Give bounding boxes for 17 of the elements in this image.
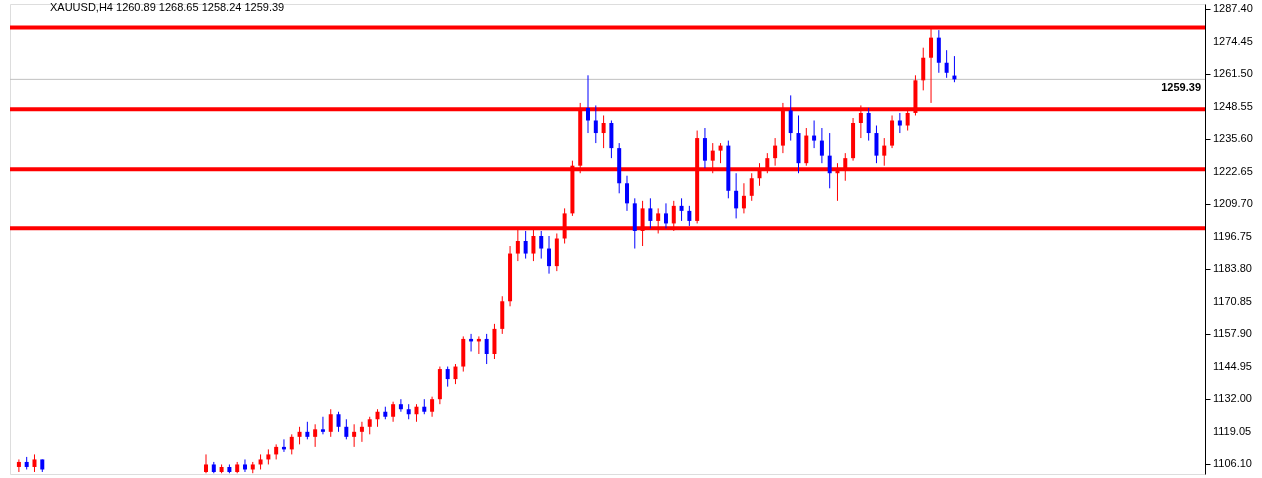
ref-line-label: 1259.39 (1161, 81, 1201, 94)
y-tick-label: 1183.80 (1213, 262, 1252, 275)
y-tick-label: 1209.70 (1213, 197, 1253, 210)
y-tick-label: 1132.00 (1213, 392, 1252, 405)
y-tick-label: 1287.40 (1213, 2, 1253, 15)
y-tick-label: 1170.85 (1213, 294, 1252, 307)
y-tick-label: 1196.75 (1213, 229, 1252, 242)
y-tick-label: 1235.60 (1213, 132, 1253, 145)
y-tick-label: 1106.10 (1213, 457, 1252, 470)
chart-title: XAUUSD,H4 1260.89 1268.65 1258.24 1259.39 (50, 1, 285, 13)
y-tick-label: 1144.95 (1213, 359, 1252, 372)
y-tick-label: 1274.45 (1213, 34, 1253, 47)
y-tick-label: 1222.65 (1213, 164, 1253, 177)
y-tick-label: 1157.90 (1213, 327, 1252, 340)
y-tick-label: 1119.05 (1213, 424, 1252, 437)
y-tick-label: 1261.50 (1213, 67, 1253, 80)
y-tick-label: 1248.55 (1213, 99, 1253, 112)
